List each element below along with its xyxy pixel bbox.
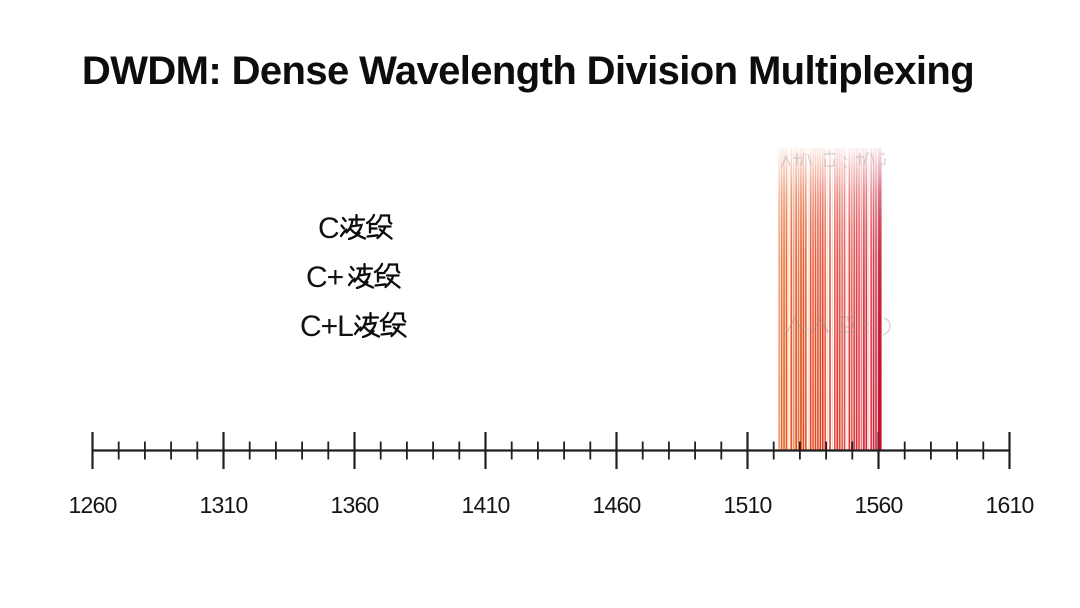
svg-text:1560: 1560 xyxy=(855,492,903,518)
svg-text:1610: 1610 xyxy=(986,492,1034,518)
svg-text:C: C xyxy=(318,212,339,245)
svg-text:C+: C+ xyxy=(306,261,344,294)
svg-text:1410: 1410 xyxy=(462,492,510,518)
svg-text:1260: 1260 xyxy=(69,492,117,518)
svg-text:1360: 1360 xyxy=(331,492,379,518)
svg-text:C+L: C+L xyxy=(300,310,353,343)
svg-text:1460: 1460 xyxy=(593,492,641,518)
svg-text:1310: 1310 xyxy=(200,492,248,518)
svg-text:1510: 1510 xyxy=(724,492,772,518)
svg-text:DWDM: Dense Wavelength Divisio: DWDM: Dense Wavelength Division Multiple… xyxy=(82,49,974,93)
